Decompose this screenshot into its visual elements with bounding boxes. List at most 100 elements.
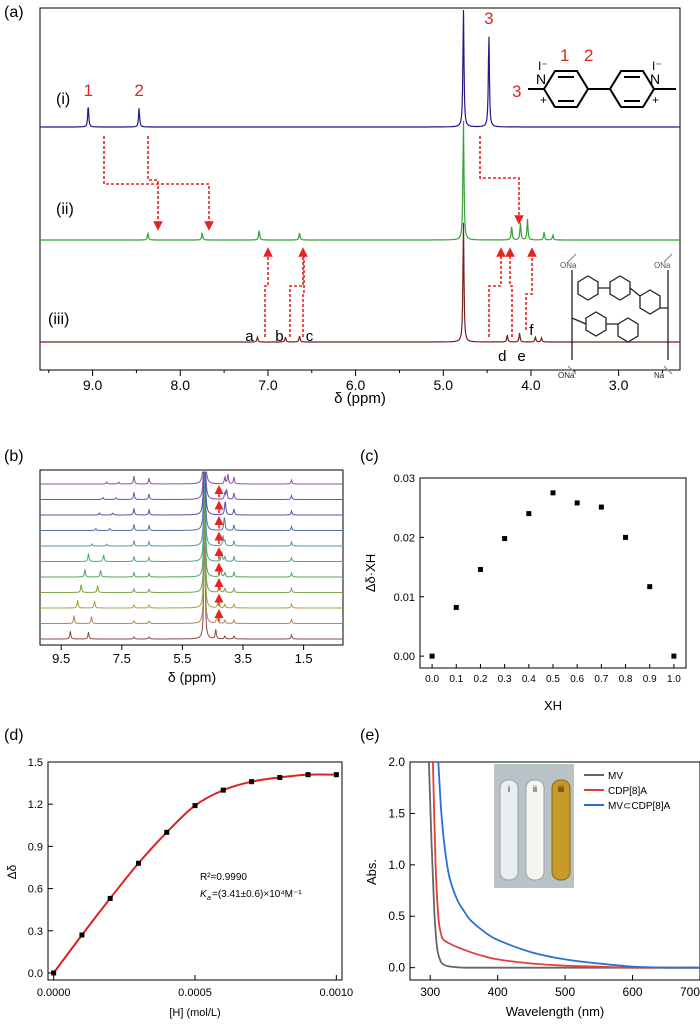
panel-c-point-4 bbox=[526, 511, 532, 517]
panel-c-x-tick-label-5: 0.5 bbox=[546, 674, 560, 685]
stacked-trace-9 bbox=[40, 471, 343, 516]
panel-a-tick-label-4: 5.0 bbox=[434, 377, 454, 393]
peak-label-b: b bbox=[275, 328, 283, 345]
panel-c-y-tick-label-2: 0.02 bbox=[394, 532, 415, 544]
panel-d-y-tick-label-0: 0.0 bbox=[28, 968, 43, 980]
panel-c-x-label: XH bbox=[544, 698, 562, 713]
panel-c-points bbox=[429, 490, 677, 659]
panel-c-y-tick-label-3: 0.03 bbox=[394, 473, 415, 485]
panel-d-fit-ka-subscript: a bbox=[207, 895, 211, 902]
peak-label-a: a bbox=[245, 328, 254, 345]
peak-label-1: 1 bbox=[83, 81, 92, 100]
panel-e-x-tick-label-2: 500 bbox=[555, 985, 575, 999]
panel-d-fit-ka-value: =(3.41±0.6)×10⁴M⁻¹ bbox=[212, 889, 302, 900]
panel-b-tick-label-0: 9.5 bbox=[52, 651, 70, 666]
stacked-trace-2 bbox=[40, 473, 343, 624]
panel-b-tick-label-3: 3.5 bbox=[234, 651, 252, 666]
shift-arrows bbox=[103, 136, 537, 337]
panel-c-x-tick-label-7: 0.7 bbox=[594, 674, 608, 685]
panel-d-point-4 bbox=[164, 829, 170, 835]
nmr-trace-1 bbox=[40, 9, 680, 128]
vial-label-1: i bbox=[508, 784, 510, 794]
stacked-trace-4 bbox=[40, 471, 343, 593]
panel-d-points bbox=[51, 772, 339, 976]
panel-b-tick-label-2: 5.5 bbox=[173, 651, 191, 666]
peak-label-3: 3 bbox=[484, 9, 493, 28]
panel-e-axes: 300 400 500 600 700 0.0 0.5 1.0 1.5 2.0 bbox=[388, 755, 700, 999]
panel-d-y-label: Δδ bbox=[5, 864, 19, 879]
vial-label-2: ii bbox=[533, 784, 537, 794]
panel-c-point-3 bbox=[502, 536, 508, 542]
panel-b-x-label: δ (ppm) bbox=[168, 669, 216, 685]
panel-a-frame bbox=[39, 7, 681, 371]
panel-c-point-1 bbox=[453, 604, 459, 610]
panel-c-point-5 bbox=[550, 490, 556, 496]
panel-e-lines bbox=[428, 761, 700, 969]
viologen-plus-right: + bbox=[652, 93, 659, 107]
panel-d-fit-r2: R²=0.9990 bbox=[200, 872, 247, 883]
nmr-trace-3 bbox=[40, 222, 680, 343]
panel-d-y-tick-label-3: 0.9 bbox=[28, 841, 43, 853]
legend-label-complex: MV⊂CDP[8]A bbox=[608, 801, 671, 812]
panel-d-y-tick-label-2: 0.6 bbox=[28, 884, 43, 896]
panel-b-label: (b) bbox=[4, 448, 24, 465]
shift-arrow-f bbox=[525, 247, 537, 330]
panel-c-label: (c) bbox=[360, 448, 379, 465]
panel-c-point-10 bbox=[671, 653, 677, 659]
trace-label-i: (i) bbox=[56, 91, 70, 108]
panel-a-x-axis: 9.0 8.0 7.0 6.0 5.0 4.0 3.0 bbox=[48, 370, 663, 393]
panel-d-fit-ka-symbol: K bbox=[200, 889, 208, 900]
peak-label-e: e bbox=[517, 348, 525, 365]
panel-c-x-tick-label-8: 0.8 bbox=[619, 674, 633, 685]
panel-a-tick-label-5: 4.0 bbox=[521, 377, 541, 393]
panel-d-axes: 0.0000 0.0005 0.0010 0.0 0.3 0.6 0.9 1.2 1.5 bbox=[28, 757, 353, 999]
panel-e-y-tick-label-0: 0.0 bbox=[388, 961, 405, 975]
trace-label-ii: (ii) bbox=[56, 201, 74, 218]
stacked-trace-3 bbox=[40, 471, 343, 609]
panel-d-y-tick-label-5: 1.5 bbox=[28, 757, 43, 769]
panel-a-tick-label-0: 9.0 bbox=[83, 377, 103, 393]
nmr-trace-2 bbox=[40, 120, 680, 241]
panel-e-frame bbox=[409, 761, 700, 981]
panel-a-tick-label-2: 7.0 bbox=[258, 377, 278, 393]
panel-b-x-axis: 9.5 7.5 5.5 3.5 1.5 bbox=[52, 645, 313, 666]
panel-b-traces bbox=[40, 471, 343, 640]
host-na-label-4: Na bbox=[654, 371, 665, 380]
panel-e-y-label: Abs. bbox=[364, 859, 379, 885]
panel-e-legend: MV CDP[8]A MV⊂CDP[8]A bbox=[584, 771, 671, 812]
viologen-iodide-right: I⁻ bbox=[652, 59, 662, 73]
shift-arrow-d bbox=[488, 247, 506, 337]
legend-label-mv: MV bbox=[608, 771, 623, 782]
panel-e-y-tick-label-3: 1.5 bbox=[388, 806, 405, 820]
panel-d-point-10 bbox=[333, 772, 339, 778]
panel-e-y-tick-label-1: 0.5 bbox=[388, 909, 405, 923]
panel-d-y-tick-label-4: 1.2 bbox=[28, 799, 43, 811]
shift-arrow-c-stem bbox=[302, 252, 305, 337]
stacked-trace-1 bbox=[40, 489, 343, 640]
panel-e-x-tick-label-0: 300 bbox=[420, 985, 440, 999]
panel-d-x-tick-label-1: 0.0005 bbox=[178, 987, 212, 999]
uv-series-1 bbox=[428, 761, 700, 969]
vial-photo-inset: i ii iii bbox=[494, 764, 574, 888]
panel-c-frame bbox=[419, 477, 687, 669]
uv-series-2 bbox=[432, 761, 700, 969]
panel-a-tick-label-1: 8.0 bbox=[171, 377, 191, 393]
panel-c-point-7 bbox=[598, 504, 604, 510]
panel-d-point-0 bbox=[51, 970, 57, 976]
panel-b-tick-label-1: 7.5 bbox=[113, 651, 131, 666]
panel-d-frame bbox=[47, 761, 343, 981]
host-ona-label-1: ONa bbox=[560, 261, 577, 270]
panel-e-x-tick-label-1: 400 bbox=[488, 985, 508, 999]
panel-e-x-tick-label-3: 600 bbox=[623, 985, 643, 999]
panel-c-point-8 bbox=[623, 534, 629, 540]
shift-arrow-a bbox=[263, 247, 273, 337]
panel-d-y-tick-label-1: 0.3 bbox=[28, 926, 43, 938]
structure-label-3: 3 bbox=[512, 82, 521, 101]
vial-2 bbox=[525, 779, 545, 881]
panel-c-point-6 bbox=[574, 500, 580, 506]
panel-b-frame bbox=[39, 469, 344, 646]
panel-c-x-tick-label-6: 0.6 bbox=[570, 674, 584, 685]
panel-c-x-tick-label-0: 0.0 bbox=[425, 674, 439, 685]
panel-a-x-label: δ (ppm) bbox=[334, 390, 386, 407]
